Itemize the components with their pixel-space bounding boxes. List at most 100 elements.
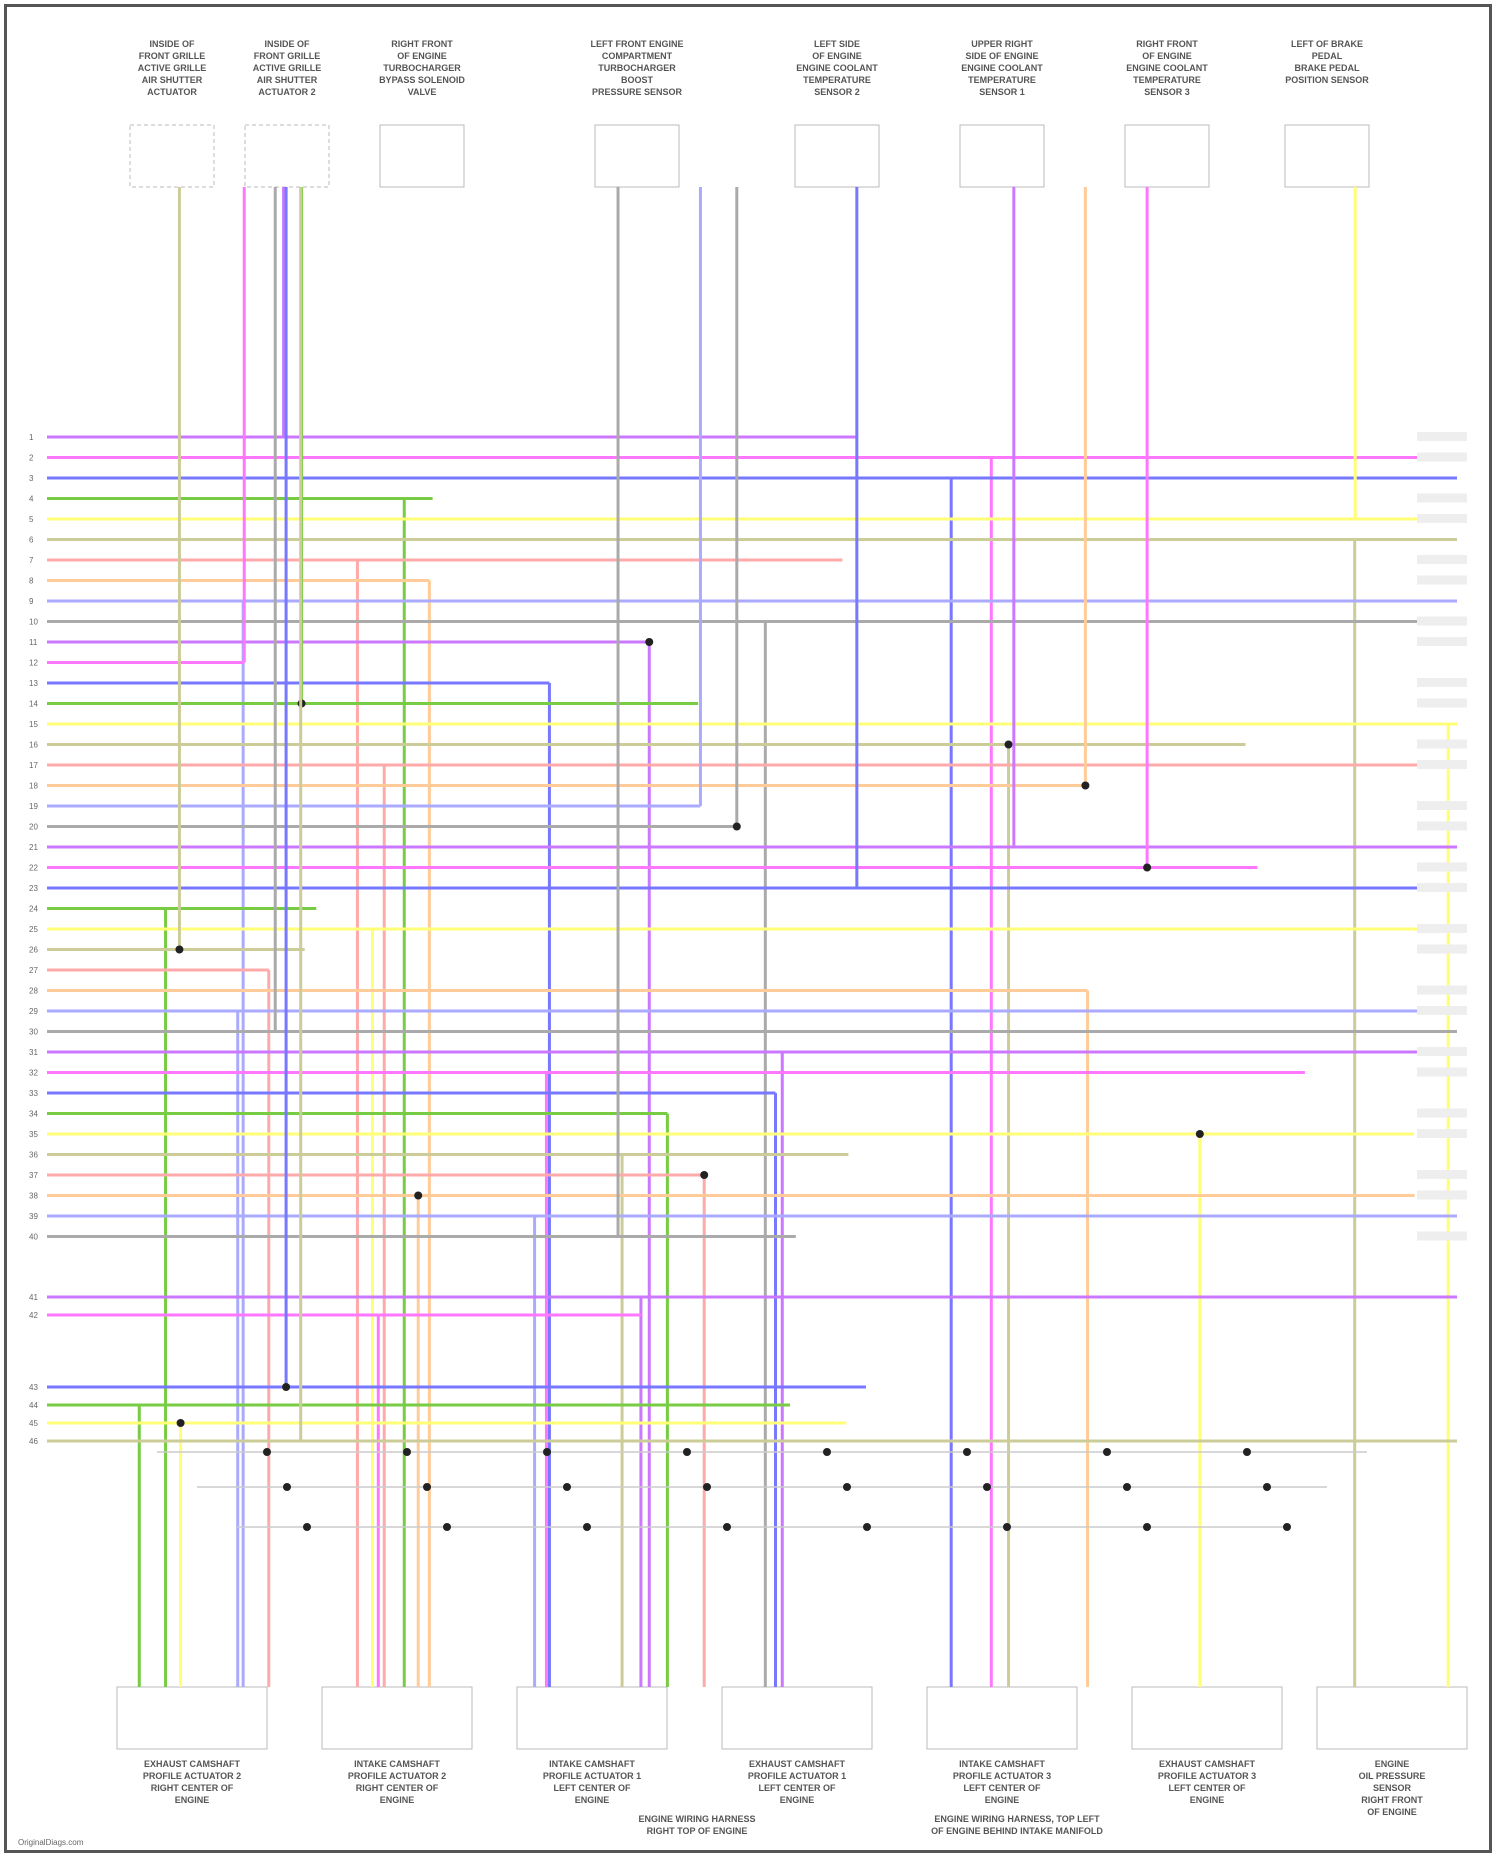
splice-dot [843,1483,851,1491]
pin-number: 2 [29,454,34,463]
pin-number: 32 [29,1069,38,1078]
splice-label: OF ENGINE BEHIND INTAKE MANIFOLD [931,1826,1103,1836]
pin-number: 38 [29,1192,38,1201]
wiring-diagram-canvas: INSIDE OF FRONT GRILLE ACTIVE GRILLE AIR SH… [29,39,1468,1836]
splice-dot [1263,1483,1271,1491]
top-component-label: LEFT OF BRAKE [1291,39,1363,49]
wire-code-label [1417,1067,1467,1077]
pin-number: 31 [29,1048,38,1057]
pin-number: 9 [29,597,34,606]
component-box [1316,1686,1468,1750]
splice-dot [443,1523,451,1531]
wire-code-label [1417,1190,1467,1200]
splice-dot [1123,1483,1131,1491]
wire-code-label [1417,493,1467,503]
bottom-component-label: LEFT CENTER OF [759,1783,836,1793]
footer-watermark: OriginalDiags.com [18,1838,84,1847]
wire-code-label [1417,739,1467,749]
splice-dot [1143,863,1152,872]
component-box [926,1686,1078,1750]
pin-number: 30 [29,1028,38,1037]
wire-code-label [1417,985,1467,995]
pin-number: 18 [29,782,38,791]
component-box [959,124,1045,188]
pin-number: 20 [29,823,38,832]
bottom-component-label: PROFILE ACTUATOR 2 [348,1771,446,1781]
splice-dot [1195,1130,1204,1138]
pin-number: 26 [29,946,38,955]
bottom-component-label: LEFT CENTER OF [554,1783,631,1793]
splice-dot [543,1448,551,1456]
component-box [244,124,330,188]
top-component-label: TEMPERATURE [968,75,1036,85]
bottom-component-label: INTAKE CAMSHAFT [549,1759,635,1769]
top-component-label: AIR SHUTTER [142,75,203,85]
splice-dot [963,1448,971,1456]
splice-dot [983,1483,991,1491]
top-component-label: ENGINE COOLANT [796,63,878,73]
wire-code-label [1417,514,1467,523]
bottom-component-label: INTAKE CAMSHAFT [959,1759,1045,1769]
top-component-label: INSIDE OF [149,39,195,49]
pin-number: 16 [29,741,38,750]
pin-number: 6 [29,536,34,545]
top-component-label: VALVE [408,87,437,97]
component-box [1124,124,1210,188]
splice-dot [1283,1523,1291,1531]
splice-dot [1004,740,1013,749]
pin-number: 24 [29,905,38,914]
pin-number: 13 [29,679,38,688]
pin-number: 44 [29,1401,38,1410]
bottom-component-label: OIL PRESSURE [1359,1771,1426,1781]
wire-code-label [1417,575,1467,585]
wire-code-label [1417,883,1467,892]
bottom-component-label: LEFT CENTER OF [1169,1783,1246,1793]
wire-code-label [1417,1129,1467,1138]
top-component-label: TEMPERATURE [1133,75,1201,85]
bottom-component-label: SENSOR [1373,1783,1412,1793]
top-component-label: AIR SHUTTER [257,75,318,85]
pin-number: 39 [29,1212,38,1221]
wire-code-label [1417,452,1467,462]
pin-number: 28 [29,987,38,996]
wire-code-label [1417,821,1467,831]
top-component-label: ENGINE COOLANT [961,63,1043,73]
wire-code-label [1417,862,1467,872]
pin-number: 14 [29,700,38,709]
splice-label: RIGHT TOP OF ENGINE [647,1826,748,1836]
wire-code-label [1417,1047,1467,1056]
top-component-label: INSIDE OF [264,39,310,49]
wire-code-label [1417,432,1467,441]
top-component-label: RIGHT FRONT [1136,39,1198,49]
component-box [1284,124,1370,188]
wire-code-label [1417,924,1467,933]
splice-dot [863,1523,871,1531]
pin-number: 45 [29,1419,38,1428]
top-component-label: PRESSURE SENSOR [592,87,683,97]
component-box [116,1686,268,1750]
top-component-label: BOOST [621,75,654,85]
pin-number: 36 [29,1151,38,1160]
component-box [516,1686,668,1750]
splice-dot [645,638,654,646]
bottom-component-label: INTAKE CAMSHAFT [354,1759,440,1769]
splice-dot [176,1419,185,1427]
bottom-component-label: LEFT CENTER OF [964,1783,1041,1793]
component-box [129,124,215,188]
pin-number: 27 [29,966,38,975]
top-component-label: FRONT GRILLE [254,51,321,61]
top-component-label: ENGINE COOLANT [1126,63,1208,73]
pin-number: 1 [29,433,34,442]
top-component-label: SENSOR 1 [979,87,1025,97]
top-component-label: TURBOCHARGER [598,63,676,73]
top-component-label: TEMPERATURE [803,75,871,85]
pin-number: 17 [29,761,38,770]
bottom-component-label: ENGINE [380,1795,415,1805]
splice-dot [1103,1448,1111,1456]
pin-number: 8 [29,577,34,586]
top-component-label: OF ENGINE [397,51,447,61]
bottom-component-label: ENGINE [575,1795,610,1805]
top-component-label: SENSOR 3 [1144,87,1190,97]
pin-number: 10 [29,618,38,627]
wire-code-label [1417,616,1467,626]
